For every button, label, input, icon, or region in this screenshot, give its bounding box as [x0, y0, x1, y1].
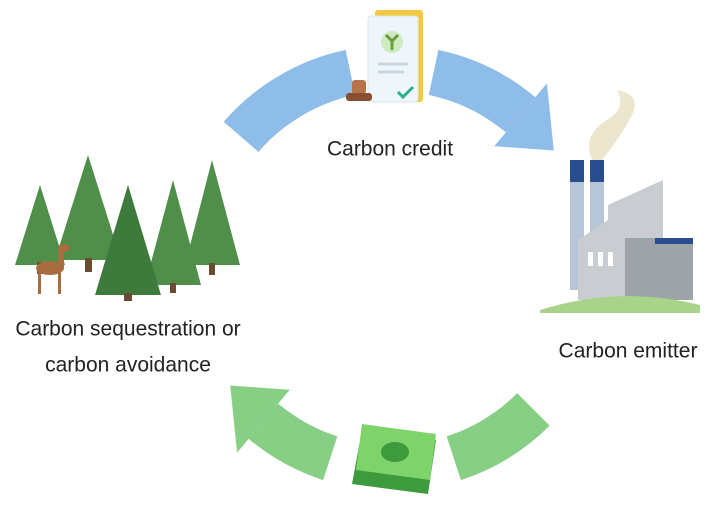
forest-icon	[15, 155, 240, 301]
cycle-arrow	[494, 83, 554, 151]
cycle-arrow	[248, 403, 338, 481]
cycle-arrow	[446, 393, 550, 481]
node-label: Carbon emitter	[559, 340, 698, 363]
node-label: Carbon sequestration or	[15, 318, 240, 341]
deer	[36, 244, 70, 294]
factory-icon	[540, 90, 700, 313]
cycle-arrow	[223, 49, 356, 152]
cycle-arrow	[230, 385, 290, 453]
node-label: Carbon credit	[327, 138, 453, 161]
money-icon	[352, 424, 436, 494]
arrows	[223, 49, 554, 481]
certificate-icon	[346, 10, 423, 103]
cycle-arrow	[428, 49, 536, 133]
node-label: carbon avoidance	[45, 354, 211, 377]
